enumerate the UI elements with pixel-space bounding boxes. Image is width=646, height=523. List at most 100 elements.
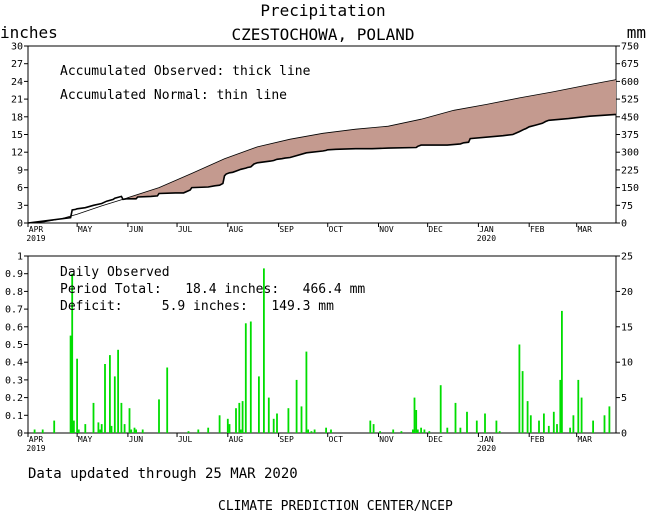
daily-bar [295,379,298,433]
daily-bar [187,431,190,433]
daily-bar [603,415,606,433]
daily-bar [369,420,372,433]
daily-bar [110,425,113,433]
daily-bar [235,408,237,433]
daily-bar [100,424,103,433]
normal-series-line [27,79,617,224]
daily-bar [228,424,231,433]
daily-bar [313,429,316,433]
daily-bar [141,429,144,433]
right-tick-label: 0 [621,219,627,230]
daily-bar [552,411,555,433]
daily-bar [300,406,303,433]
daily-bar [559,379,562,433]
left-tick-label: 0.5 [5,340,23,351]
right-tick-label: 150 [621,183,639,194]
right-tick-label: 25 [621,252,633,263]
daily-bar [244,323,247,433]
left-tick-label: 0.9 [5,269,23,280]
left-tick-label: 1 [17,252,23,263]
right-tick-label: 10 [621,358,633,369]
daily-bar [547,425,550,433]
left-tick-label: 0.8 [5,287,23,298]
daily-bar [420,427,422,433]
daily-bar [466,411,468,433]
daily-bar [104,364,106,433]
left-tick-label: 6 [17,183,23,194]
left-tick-label: 24 [11,77,23,88]
left-tick-label: 21 [11,95,23,106]
month-label: DEC [428,435,443,444]
month-label: JUN [129,225,144,234]
daily-bar [423,429,426,433]
month-label: JAN [479,435,494,444]
left-tick-label: 0 [17,219,23,230]
daily-bar [258,376,260,433]
daily-bar [276,413,278,433]
month-label: OCT [329,435,344,444]
daily-bar [69,335,72,433]
daily-bar [92,402,95,433]
right-tick-label: 5 [621,393,627,404]
daily-bar [128,408,131,433]
right-tick-label: 750 [621,42,639,53]
daily-bar [518,344,521,433]
daily-bar [459,427,462,433]
left-tick-label: 30 [11,42,23,53]
left-tick-label: 0.3 [5,375,23,386]
daily-bar [76,358,78,433]
left-tick-label: 0.2 [5,393,23,404]
daily-bar [325,427,327,433]
legend-normal: Accumulated Normal: thin line [60,88,287,103]
daily-bar [117,349,119,433]
daily-bar [218,415,221,433]
month-label: SEP [279,435,294,444]
right-tick-label: 15 [621,322,633,333]
daily-bar [305,351,308,433]
deficit-label: Deficit: 5.9 inches: 149.3 mm [60,299,334,314]
daily-bar [207,427,210,433]
daily-panel: 00.10.20.30.40.50.60.70.80.910510152025A… [5,252,633,454]
month-label: MAR [577,435,592,444]
daily-bar [580,397,583,433]
left-tick-label: 0.7 [5,305,23,316]
left-tick-label: 3 [17,201,23,212]
daily-bar [412,429,414,433]
credit-line: CLIMATE PREDICTION CENTER/NCEP [218,499,453,514]
daily-bar [495,420,498,433]
daily-bar [71,273,74,433]
observed-series-line [27,113,617,224]
daily-bar [120,402,123,433]
daily-bar [238,402,241,433]
daily-bar [413,397,416,433]
daily-bar [529,415,532,433]
accumulated-panel: 0369121518212427300751502253003754505256… [11,42,639,244]
month-label: NOV [379,225,394,234]
month-label: MAR [577,225,592,234]
right-tick-label: 525 [621,95,639,106]
month-label: AUG [229,435,244,444]
daily-bar [130,429,133,433]
daily-bar [484,413,486,433]
month-label: APR [29,435,44,444]
daily-bar [272,418,275,433]
left-tick-label: 15 [11,130,23,141]
month-label: APR [29,225,44,234]
right-tick-label: 450 [621,112,639,123]
right-tick-label: 75 [621,201,633,212]
daily-bar [439,385,442,433]
left-tick-label: 0.1 [5,411,23,422]
daily-bar [577,379,580,433]
daily-bar [133,427,136,433]
month-label: JUL [178,435,193,444]
right-tick-label: 300 [621,148,639,159]
year-label: 2020 [477,234,496,243]
year-label: 2020 [477,444,496,453]
month-label: JAN [479,225,494,234]
left-tick-label: 27 [11,59,23,70]
daily-bar [392,429,395,433]
daily-bar [330,429,332,433]
daily-bar [267,397,270,433]
daily-bar [372,424,375,433]
